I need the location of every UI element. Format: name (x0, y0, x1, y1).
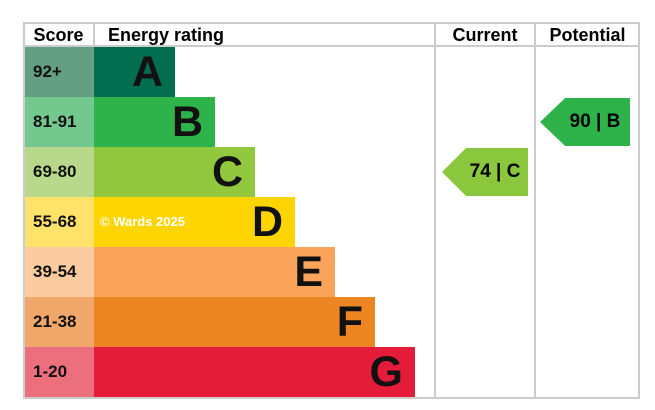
score-column-divider (93, 22, 95, 47)
energy-band-bar-f: F (94, 297, 375, 347)
column-header-score: Score (33, 25, 84, 45)
energy-band-bar-e: E (94, 247, 335, 297)
table-top-border (23, 22, 640, 24)
score-range-f: 21-38 (24, 297, 94, 347)
score-range-c: 69-80 (24, 147, 94, 197)
column-header-potential: Potential (549, 25, 626, 45)
score-range-d: 55-68 (24, 197, 94, 247)
header-bottom-border (23, 45, 640, 47)
current-column-divider (434, 22, 436, 399)
score-range-b: 81-91 (24, 97, 94, 147)
energy-band-bar-a: A (94, 47, 175, 97)
potential-column-divider (534, 22, 536, 399)
energy-band-bar-b: B (94, 97, 215, 147)
current-rating-arrow: 74 | C (442, 148, 528, 196)
table-left-border (23, 22, 25, 399)
potential-rating-arrow: 90 | B (540, 98, 630, 146)
column-header-current: Current (452, 25, 518, 45)
energy-band-bar-c: C (94, 147, 255, 197)
copyright-watermark: © Wards 2025 (100, 214, 185, 229)
score-range-e: 39-54 (24, 247, 94, 297)
table-bottom-border (23, 397, 640, 399)
score-range-a: 92+ (24, 47, 94, 97)
column-header-energy-rating: Energy rating (108, 25, 225, 45)
score-range-g: 1-20 (24, 347, 94, 397)
energy-band-bar-d: D (94, 197, 295, 247)
table-right-border (638, 22, 640, 399)
energy-band-bar-g: G (94, 347, 415, 397)
